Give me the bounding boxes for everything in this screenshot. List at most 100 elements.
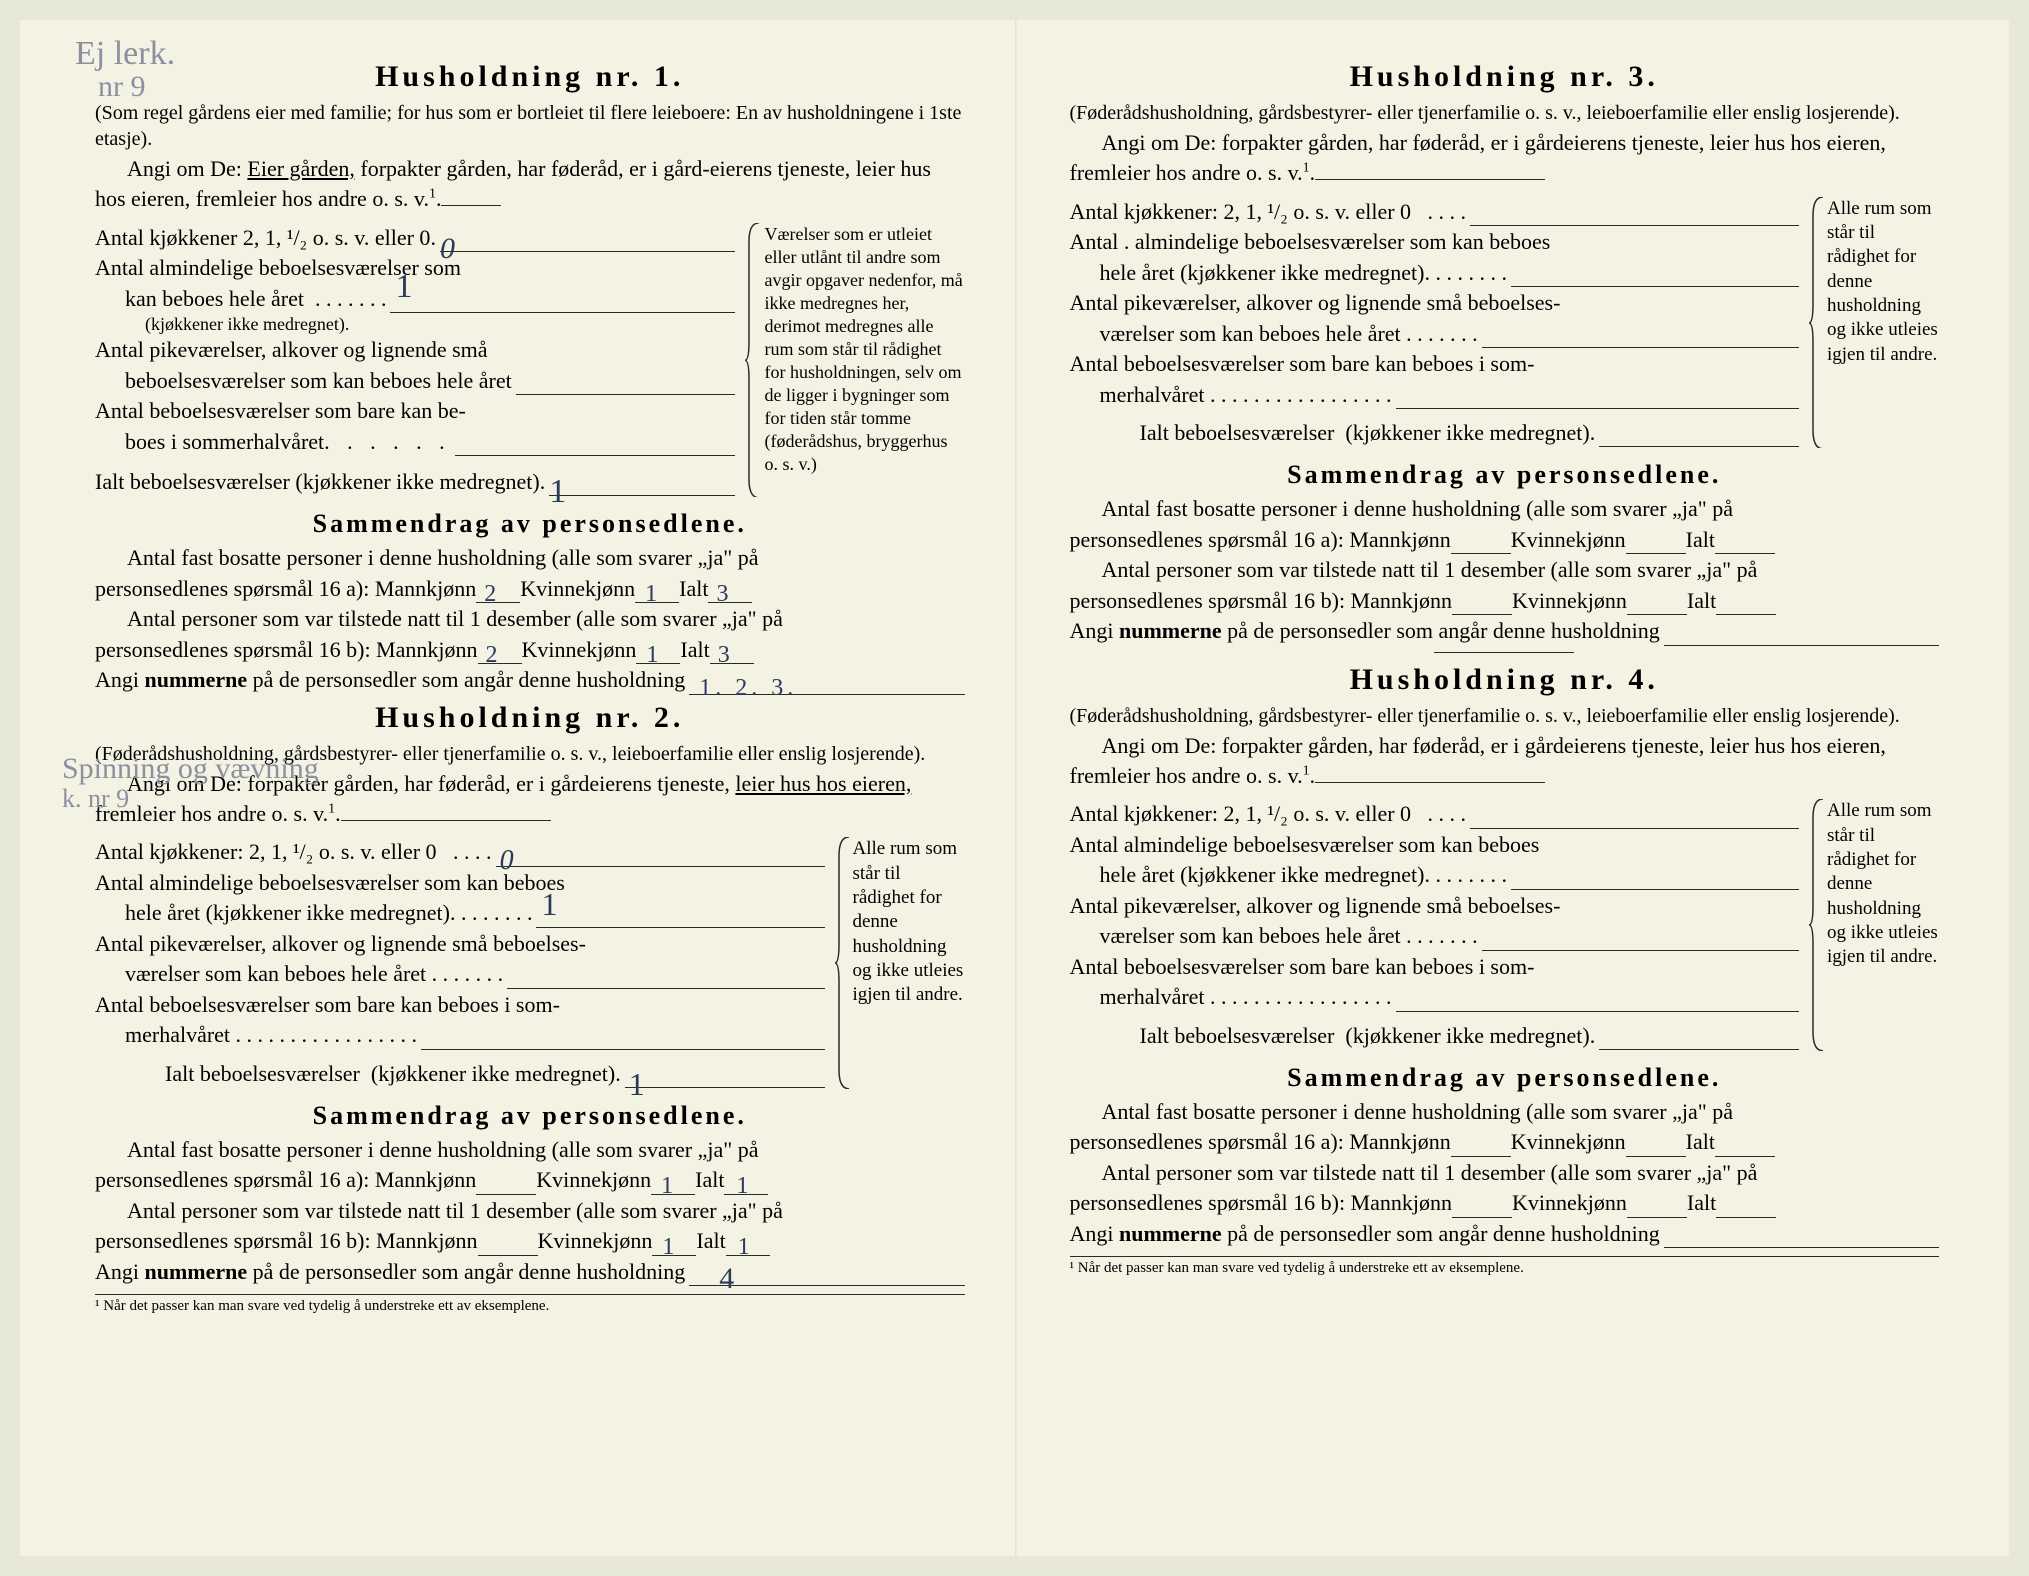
h3-ialt-a: Ialt <box>1686 525 1715 554</box>
h1-main-col: Antal kjøkkener 2, 1, ¹/₂ o. s. v. eller… <box>95 223 735 498</box>
h2-ialt-b-val: 1 <box>738 1231 750 1263</box>
h2-alm-l1: Antal almindelige beboelsesværelser som … <box>95 868 565 897</box>
h3-divider <box>1434 652 1574 653</box>
h1-pike-l2: beboelsesværelser som kan beboes hele år… <box>95 366 512 395</box>
handwriting-mid: Spinning og vævning <box>62 752 319 786</box>
h2-16a: personsedlenes spørsmål 16 a): Mannkjønn <box>95 1165 476 1194</box>
h2-tilstede: Antal personer som var tilstede natt til… <box>95 1196 965 1226</box>
brace-icon-3 <box>1809 197 1825 449</box>
h4-sammendrag: Sammendrag av personsedlene. <box>1070 1063 1940 1093</box>
h1-title: Husholdning nr. 1. <box>95 60 965 94</box>
h2-pike-l2: værelser som kan beboes hele året . . . … <box>95 959 503 988</box>
h3-sommer-l1: Antal beboelsesværelser som bare kan beb… <box>1070 349 1535 378</box>
h3-alm-l2: hele året (kjøkkener ikke medregnet). . … <box>1070 258 1507 287</box>
h1-alm-l2: kan beboes hele året . . . . . . . <box>95 284 386 313</box>
h1-side-note: Værelser som er utleiet eller utlånt til… <box>765 224 963 474</box>
h3-pike-l2: værelser som kan beboes hele året . . . … <box>1070 319 1478 348</box>
kvinne-label: Kvinnekjønn <box>520 574 635 603</box>
h1-kvinne-b: 1 <box>646 639 658 671</box>
h1-angi: Angi om De: Eier gården, forpakter gårde… <box>95 154 965 215</box>
h2-nummerne-val: 4 <box>719 1259 734 1299</box>
h3-angi: Angi om De: forpakter gården, har føderå… <box>1070 128 1940 189</box>
h4-angi: Angi om De: forpakter gården, har føderå… <box>1070 731 1940 792</box>
h1-tilstede-line: Antal personer som var tilstede natt til… <box>95 604 965 634</box>
h2-ialt-val: 1 <box>629 1063 645 1106</box>
h3-16b: personsedlenes spørsmål 16 b): Mannkjønn <box>1070 586 1453 615</box>
h1-ialt-val: 1 <box>549 469 566 515</box>
h1-mann-a: 2 <box>484 578 496 610</box>
h1-fast-line: Antal fast bosatte personer i denne hush… <box>95 543 965 573</box>
h2-ialt-b: Ialt <box>696 1226 725 1255</box>
h4-pike-l2: værelser som kan beboes hele året . . . … <box>1070 921 1478 950</box>
h3-sommer-l2: merhalvåret . . . . . . . . . . . . . . … <box>1070 380 1392 409</box>
h1-note: (Som regel gårdens eier med familie; for… <box>95 100 965 152</box>
h2-16b: personsedlenes spørsmål 16 b): Mannkjønn <box>95 1226 478 1255</box>
h2-kvinne-b-val: 1 <box>662 1231 674 1263</box>
h2-kv-a: Kvinnekjønn <box>536 1165 651 1194</box>
h1-kjokkener-val: 0 <box>440 229 455 269</box>
footnote-right: ¹ Når det passer kan man svare ved tydel… <box>1070 1256 1940 1277</box>
h2-kvinne-a-val: 1 <box>661 1170 673 1202</box>
h2-side-note: Alle rum som står til rådighet for denne… <box>853 838 964 1005</box>
h2-ialt-a-val: 1 <box>736 1170 748 1202</box>
h1-16a-label: personsedlenes spørsmål 16 a): Mannkjønn <box>95 574 476 603</box>
h2-nummerne: Angi nummerne på de personsedler som ang… <box>95 1257 685 1286</box>
h4-main-col: Antal kjøkkener: 2, 1, ¹/₂ o. s. v. elle… <box>1070 799 1800 1051</box>
h2-ialt-a: Ialt <box>695 1165 724 1194</box>
h3-note: (Føderådshusholdning, gårdsbestyrer- ell… <box>1070 100 1940 126</box>
h1-kjokkener-label: Antal kjøkkener 2, 1, ¹/₂ o. s. v. eller… <box>95 223 430 252</box>
h4-nummerne: Angi nummerne på de personsedler som ang… <box>1070 1219 1660 1248</box>
h4-ialt-b: Ialt <box>1687 1188 1716 1217</box>
h3-side-col: Alle rum som står til rådighet for denne… <box>1809 197 1939 449</box>
h3-fast: Antal fast bosatte personer i denne hush… <box>1070 494 1940 524</box>
h4-alm-l2: hele året (kjøkkener ikke medregnet). . … <box>1070 860 1507 889</box>
h1-ialt-b: 3 <box>718 639 730 671</box>
handwriting-mid-2: k. nr 9 <box>62 784 129 814</box>
h4-ialt-rooms: Ialt beboelsesværelser (kjøkkener ikke m… <box>1070 1021 1596 1050</box>
h1-ialt-a: 3 <box>716 578 728 610</box>
ialt-label: Ialt <box>679 574 708 603</box>
handwriting-top-1: Ej lerk. <box>75 35 175 73</box>
h4-sommer-l2: merhalvåret . . . . . . . . . . . . . . … <box>1070 982 1392 1011</box>
h1-kjokkener-note: (kjøkkener ikke medregnet). <box>95 314 735 335</box>
census-document: Ej lerk. nr 9 Husholdning nr. 1. (Som re… <box>20 20 2009 1556</box>
h3-kv-b: Kvinnekjønn <box>1512 586 1627 615</box>
h4-alm-l1: Antal almindelige beboelsesværelser som … <box>1070 830 1540 859</box>
h1-side-col: Værelser som er utleiet eller utlånt til… <box>745 223 965 498</box>
h3-kv-a: Kvinnekjønn <box>1511 525 1626 554</box>
h4-kv-a: Kvinnekjønn <box>1511 1127 1626 1156</box>
h4-ialt-a: Ialt <box>1686 1127 1715 1156</box>
brace-icon-4 <box>1809 799 1825 1051</box>
ialt-label-b: Ialt <box>680 635 709 664</box>
h2-kjokkener-label: Antal kjøkkener: 2, 1, ¹/₂ o. s. v. elle… <box>95 837 492 866</box>
h1-alm-val: 1 <box>395 264 412 310</box>
h3-sammendrag: Sammendrag av personsedlene. <box>1070 460 1940 490</box>
h3-main-col: Antal kjøkkener: 2, 1, ¹/₂ o. s. v. elle… <box>1070 197 1800 449</box>
h4-16a: personsedlenes spørsmål 16 a): Mannkjønn <box>1070 1127 1451 1156</box>
h4-title: Husholdning nr. 4. <box>1070 663 1940 697</box>
h4-side-col: Alle rum som står til rådighet for denne… <box>1809 799 1939 1051</box>
h3-kjokkener: Antal kjøkkener: 2, 1, ¹/₂ o. s. v. elle… <box>1070 197 1467 226</box>
h2-pike-l1: Antal pikeværelser, alkover og lignende … <box>95 929 586 958</box>
h4-pike-l1: Antal pikeværelser, alkover og lignende … <box>1070 891 1561 920</box>
h2-sommer-l1: Antal beboelsesværelser som bare kan beb… <box>95 990 560 1019</box>
h1-ialt-label: Ialt beboelsesværelser (kjøkkener ikke m… <box>95 467 545 496</box>
h3-nummerne: Angi nummerne på de personsedler som ang… <box>1070 616 1660 645</box>
h2-side-col: Alle rum som står til rådighet for denne… <box>835 837 965 1089</box>
brace-icon <box>745 223 761 498</box>
h1-sommer-l2: boes i sommerhalvåret <box>95 427 324 456</box>
h1-pike-l1: Antal pikeværelser, alkover og lignende … <box>95 335 488 364</box>
h2-sammendrag-title: Sammendrag av personsedlene. <box>95 1101 965 1131</box>
h3-side-note: Alle rum som står til rådighet for denne… <box>1827 198 1938 365</box>
h1-nummerne-val: 1. 2. 3. <box>699 672 797 704</box>
h3-16a: personsedlenes spørsmål 16 a): Mannkjønn <box>1070 525 1451 554</box>
h3-pike-l1: Antal pikeværelser, alkover og lignende … <box>1070 288 1561 317</box>
kvinne-label-b: Kvinnekjønn <box>522 635 637 664</box>
h4-kv-b: Kvinnekjønn <box>1512 1188 1627 1217</box>
h4-side-note: Alle rum som står til rådighet for denne… <box>1827 800 1938 967</box>
h1-kvinne-a: 1 <box>645 578 657 610</box>
h2-fast-line: Antal fast bosatte personer i denne hush… <box>95 1135 965 1165</box>
brace-icon-2 <box>835 837 851 1089</box>
h3-alm-l1: Antal . almindelige beboelsesværelser so… <box>1070 227 1551 256</box>
h3-ialt-b: Ialt <box>1687 586 1716 615</box>
